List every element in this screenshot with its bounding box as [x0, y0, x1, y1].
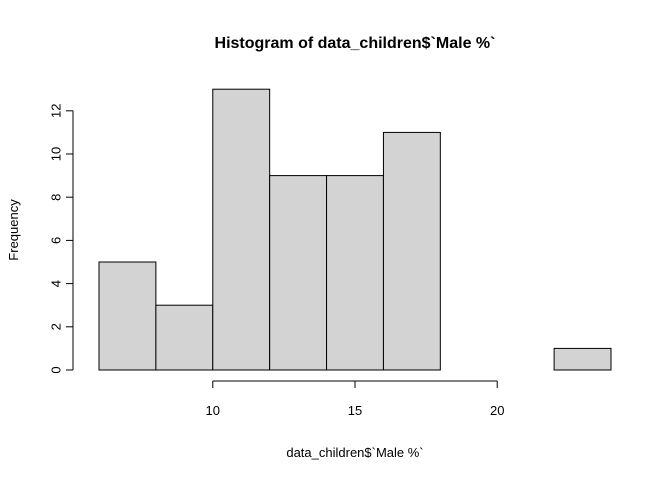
y-tick-label: 10	[48, 147, 63, 161]
x-axis: 10 15 20	[206, 380, 504, 418]
y-axis: 0 2 4 6 8 10 12	[48, 104, 74, 374]
chart-title: Histogram of data_children$`Male %`	[215, 35, 496, 52]
histogram-bar	[269, 175, 328, 371]
y-tick-label: 4	[48, 280, 63, 287]
histogram-bar	[326, 175, 384, 371]
y-tick-label: 6	[48, 237, 63, 244]
y-tick-label: 2	[48, 323, 63, 330]
histogram-bar	[155, 304, 214, 371]
bars-group	[98, 88, 612, 371]
y-tick-label: 0	[48, 366, 63, 373]
x-tick-label: 15	[348, 403, 362, 418]
histogram-bar	[553, 347, 612, 371]
histogram-bar	[382, 131, 441, 371]
x-tick-label: 20	[490, 403, 504, 418]
histogram-bar	[98, 261, 157, 371]
y-tick-label: 12	[48, 104, 63, 118]
x-tick-label: 10	[206, 403, 220, 418]
y-axis-label: Frequency	[6, 199, 21, 261]
histogram-bar	[212, 88, 271, 371]
x-axis-label: data_children$`Male %`	[286, 445, 423, 460]
y-tick-label: 8	[48, 194, 63, 201]
